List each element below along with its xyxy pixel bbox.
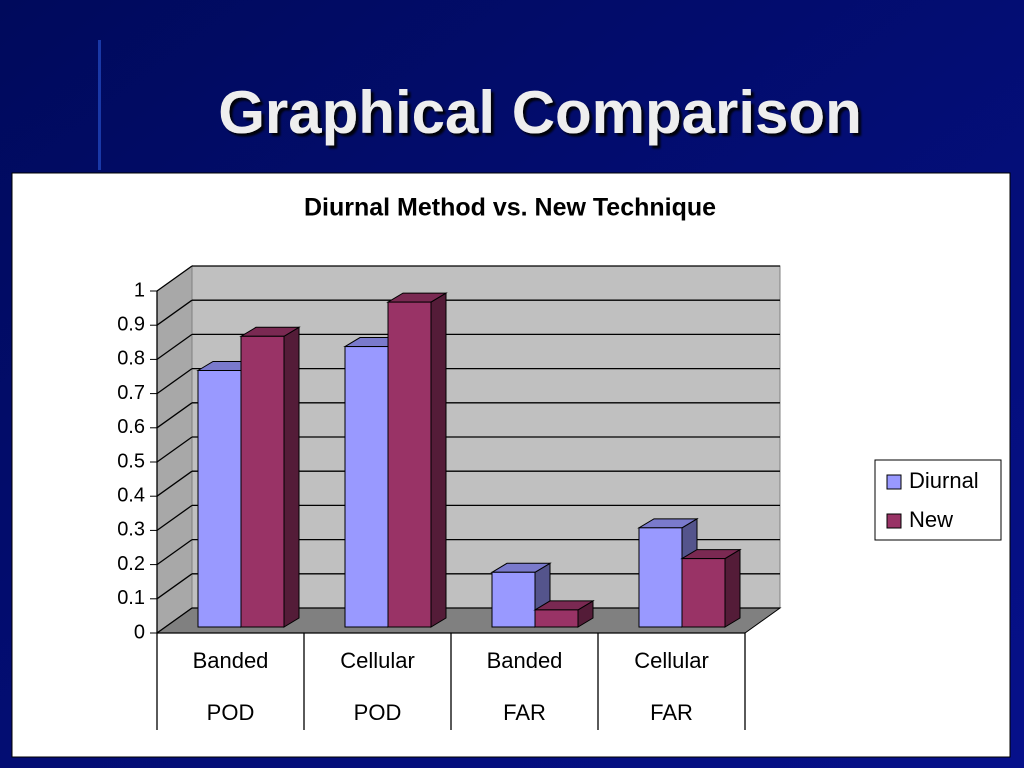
x-tick-label: Banded (487, 648, 563, 673)
grid-line (156, 333, 193, 360)
bar (240, 335, 285, 628)
x-tick-label: Banded (193, 648, 269, 673)
y-tick-label: 0.9 (117, 313, 145, 335)
grid-line (156, 402, 193, 429)
y-tick-label: 0.3 (117, 519, 145, 541)
y-tick-label: 0.8 (117, 348, 145, 370)
bar-side (724, 548, 741, 628)
bar (197, 370, 242, 628)
slide-title: Graphical Comparison (218, 79, 861, 146)
grid-line (156, 470, 193, 497)
y-tick-label: 0.1 (117, 587, 145, 609)
grid-line (156, 504, 193, 531)
bar (491, 571, 536, 628)
grid-line (156, 368, 193, 395)
x-tick-label: Cellular (340, 648, 415, 673)
y-tick-label: 0.2 (117, 553, 145, 575)
bar (534, 609, 579, 628)
decor-bar (98, 40, 101, 170)
legend-swatch (886, 513, 902, 529)
grid-line (156, 539, 193, 566)
bar-side (430, 292, 447, 628)
x-group-label: POD (354, 700, 402, 725)
bar (344, 346, 389, 628)
grid-line (156, 299, 193, 326)
y-tick-label: 0.4 (117, 484, 145, 506)
x-group-label: FAR (503, 700, 546, 725)
y-tick-label: 1 (134, 279, 145, 301)
bar (638, 527, 683, 628)
y-tick-label: 0.6 (117, 416, 145, 438)
bar (681, 558, 726, 628)
legend-label: New (909, 507, 953, 532)
x-group-label: FAR (650, 700, 693, 725)
grid-line (156, 265, 193, 292)
y-tick-label: 0 (134, 621, 145, 643)
grid-line (156, 573, 193, 600)
y-tick-label: 0.7 (117, 382, 145, 404)
chart-title: Diurnal Method vs. New Technique (304, 194, 716, 222)
x-tick-label: Cellular (634, 648, 709, 673)
legend-label: Diurnal (909, 468, 979, 493)
grid-line (156, 607, 193, 634)
plot: 0 0.1 0.2 0.3 0.4 0.5 0.6 0.7 0.8 0.9 1 Banded POD Ce… (117, 265, 1002, 730)
y-tick-label: 0.5 (117, 450, 145, 472)
grid-line (156, 436, 193, 463)
x-group-label: POD (207, 700, 255, 725)
bar-side (283, 326, 300, 628)
bar (387, 301, 432, 628)
legend-swatch (886, 474, 902, 490)
